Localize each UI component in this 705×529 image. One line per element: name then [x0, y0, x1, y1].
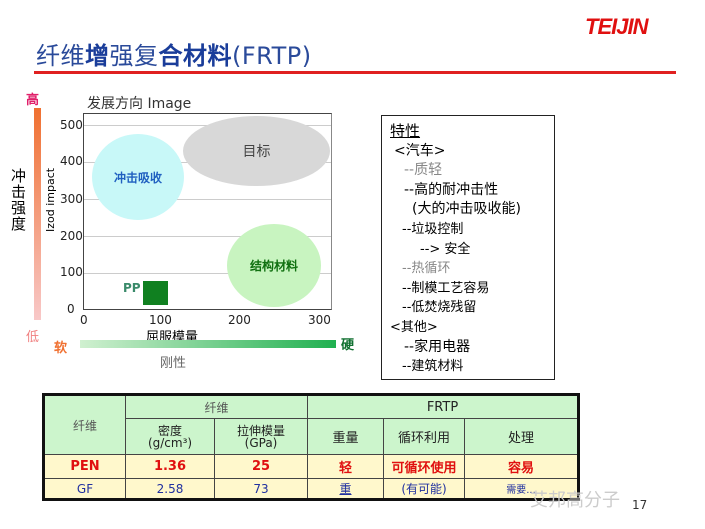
feature-line: --建筑材料 [402, 359, 464, 375]
page-number: 17 [632, 498, 648, 512]
cell: 1.36 [125, 454, 215, 479]
feature-line: --质轻 [404, 162, 443, 179]
cell: 容易 [464, 454, 579, 479]
cell: PEN [43, 454, 126, 479]
header-fiber: 纤维 [43, 394, 126, 455]
header-fiber-group: 纤维 [125, 394, 308, 419]
cell: (有可能) [383, 478, 465, 500]
feature-line: --制模工艺容易 [402, 280, 490, 296]
hard-label: 硬 [341, 338, 355, 353]
impact-strength-label: 冲击强度 [11, 167, 27, 233]
slide-title: 纤维增强复合材料(FRTP) [36, 42, 312, 70]
stiffness-gradient-bar [80, 340, 336, 348]
title-rule [34, 71, 676, 74]
teijin-logo: TEIJIN [585, 14, 648, 39]
impact-gradient-bar [34, 108, 41, 320]
y-axis-label: Izod impact [44, 167, 57, 232]
feature-line: --高的耐冲击性 [404, 181, 499, 198]
cell: GF [43, 478, 126, 500]
y-tick: 300 [60, 192, 83, 206]
plot-area: 目标 冲击吸收 结构材料 PP [83, 113, 332, 310]
y-tick: 500 [60, 118, 83, 132]
cell: 2.58 [125, 478, 215, 500]
header-frtp-group: FRTP [307, 394, 579, 419]
table-row: GF 2.58 73 重 (有可能) 需要... [43, 478, 579, 500]
stiffness-label: 刚性 [160, 356, 187, 371]
structural-material-region: 结构材料 [227, 224, 321, 307]
cell: 可循环使用 [383, 454, 465, 479]
chart-heading: 发展方向 Image [87, 96, 192, 112]
feature-line: <其他> [390, 319, 438, 335]
y-tick: 200 [60, 229, 83, 243]
pp-marker [143, 281, 168, 305]
header-density: 密度 (g/cm³) [125, 418, 215, 455]
cell: 73 [214, 478, 308, 500]
x-tick: 0 [80, 313, 88, 327]
feature-line: <汽车> [394, 142, 446, 159]
fiber-comparison-table: 纤维 纤维 FRTP 密度 (g/cm³) 拉伸模量 (GPa) 重量 循环利用 处… [42, 393, 580, 501]
target-region: 目标 [183, 116, 330, 186]
header-handling: 处理 [464, 418, 579, 455]
feature-line: --> 安全 [420, 241, 471, 257]
cell: 重 [307, 478, 384, 500]
cell: 轻 [307, 454, 384, 479]
y-tick: 100 [60, 265, 83, 279]
table-row: PEN 1.36 25 轻可循环使用 容易 [43, 454, 579, 479]
feature-line: (大的冲击吸收能) [412, 201, 521, 218]
feature-line: --低焚烧残留 [402, 300, 477, 316]
watermark: 艾邦高分子 [530, 490, 620, 511]
cell: 需要... [464, 478, 579, 500]
cell: 25 [214, 454, 308, 479]
pp-label: PP [123, 281, 141, 295]
features-box: 特性 <汽车> --质轻 --高的耐冲击性 (大的冲击吸收能) --垃圾控制 -… [381, 115, 555, 380]
y-tick: 0 [67, 302, 75, 316]
x-tick: 200 [228, 313, 251, 327]
x-tick: 100 [149, 313, 172, 327]
feature-line: --家用电器 [404, 338, 471, 355]
y-tick: 400 [60, 154, 83, 168]
feature-line: --热循环 [402, 261, 451, 277]
feature-line: --垃圾控制 [402, 221, 464, 237]
features-title: 特性 [390, 122, 421, 140]
x-tick: 300 [308, 313, 331, 327]
header-weight: 重量 [307, 418, 384, 455]
impact-absorption-region: 冲击吸收 [92, 134, 184, 220]
impact-high-label: 高 [26, 93, 40, 108]
header-recycle: 循环利用 [383, 418, 465, 455]
header-modulus: 拉伸模量 (GPa) [214, 418, 308, 455]
soft-label: 软 [54, 341, 68, 356]
impact-low-label: 低 [26, 330, 40, 345]
